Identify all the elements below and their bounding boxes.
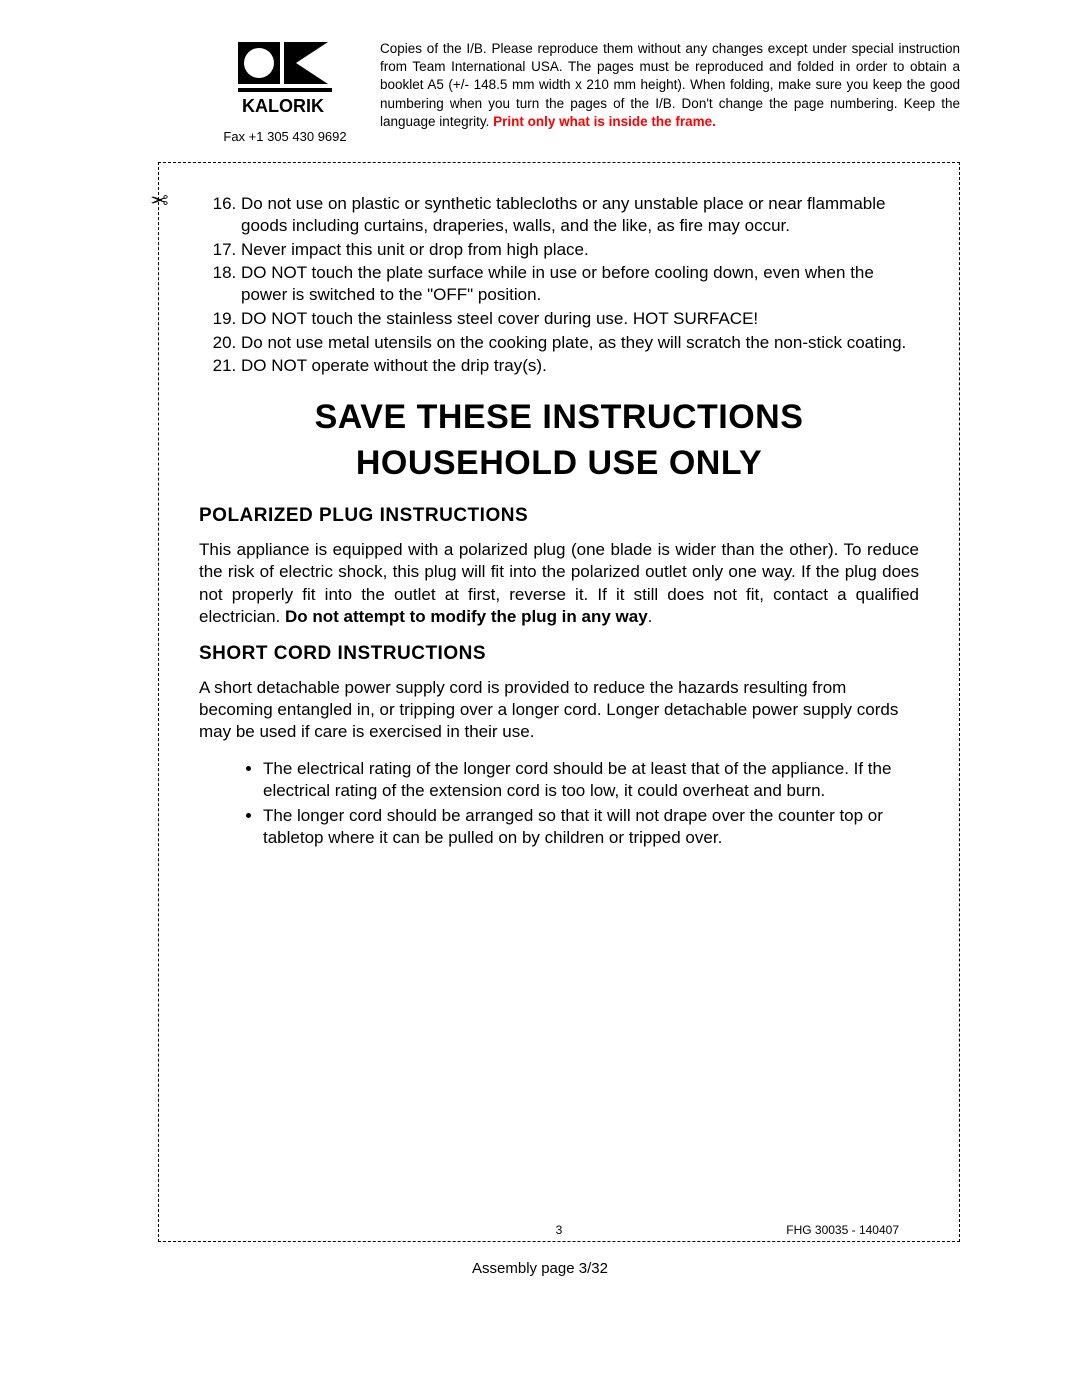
numbered-instructions: Do not use on plastic or synthetic table… bbox=[199, 193, 919, 377]
instruction-item: Do not use on plastic or synthetic table… bbox=[241, 193, 919, 237]
assembly-footer: Assembly page 3/32 bbox=[120, 1260, 960, 1277]
big-heading-line1: SAVE THESE INSTRUCTIONS bbox=[315, 398, 804, 436]
page-number: 3 bbox=[556, 1223, 563, 1237]
instruction-item: Never impact this unit or drop from high… bbox=[241, 239, 919, 261]
instruction-item: Do not use metal utensils on the cooking… bbox=[241, 332, 919, 354]
polarized-text-bold: Do not attempt to modify the plug in any… bbox=[285, 607, 648, 626]
instruction-item: DO NOT touch the plate surface while in … bbox=[241, 262, 919, 306]
content-frame: Do not use on plastic or synthetic table… bbox=[158, 162, 960, 1242]
instruction-item: DO NOT touch the stainless steel cover d… bbox=[241, 308, 919, 330]
short-cord-intro: A short detachable power supply cord is … bbox=[199, 677, 919, 744]
header-copies-text: Copies of the I/B. Please reproduce them… bbox=[380, 40, 960, 131]
short-cord-bullets: The electrical rating of the longer cord… bbox=[199, 758, 919, 850]
header: KALORIK Fax +1 305 430 9692 Copies of th… bbox=[120, 40, 960, 144]
fax-label: Fax +1 305 430 9692 bbox=[220, 129, 350, 144]
polarized-paragraph: This appliance is equipped with a polari… bbox=[199, 539, 919, 629]
document-code: FHG 30035 - 140407 bbox=[786, 1223, 899, 1237]
polarized-text-post: . bbox=[648, 607, 653, 626]
page: KALORIK Fax +1 305 430 9692 Copies of th… bbox=[0, 0, 1080, 1397]
save-instructions-heading: SAVE THESE INSTRUCTIONS HOUSEHOLD USE ON… bbox=[199, 395, 919, 487]
header-copies-red: Print only what is inside the frame. bbox=[493, 114, 716, 129]
polarized-heading: POLARIZED PLUG INSTRUCTIONS bbox=[199, 505, 919, 527]
short-cord-heading: SHORT CORD INSTRUCTIONS bbox=[199, 643, 919, 665]
brand-logo: KALORIK bbox=[220, 40, 350, 125]
brand-text: KALORIK bbox=[242, 96, 324, 116]
big-heading-line2: HOUSEHOLD USE ONLY bbox=[356, 444, 762, 482]
bullet-item: The electrical rating of the longer cord… bbox=[263, 758, 919, 803]
bullet-item: The longer cord should be arranged so th… bbox=[263, 805, 919, 850]
logo-column: KALORIK Fax +1 305 430 9692 bbox=[220, 40, 350, 144]
instruction-item: DO NOT operate without the drip tray(s). bbox=[241, 355, 919, 377]
